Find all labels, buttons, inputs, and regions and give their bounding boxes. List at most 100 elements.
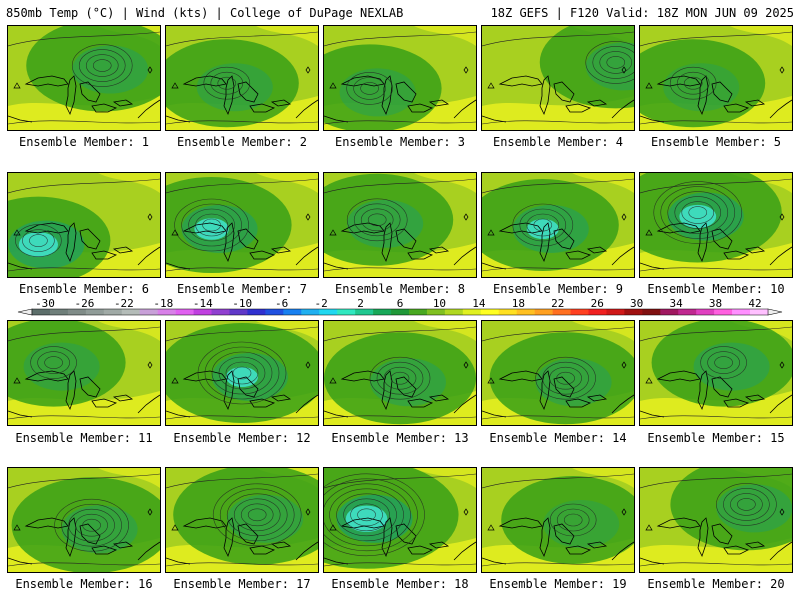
colorbar-swatch — [85, 309, 105, 315]
member-label: Ensemble Member: 6 — [18, 282, 150, 296]
colorbar-swatch — [642, 309, 661, 315]
temperature-field — [8, 173, 160, 277]
colorbar-swatch — [408, 309, 428, 315]
colorbar-tick-label: -10 — [232, 297, 252, 310]
temperature-field — [324, 468, 476, 572]
temperature-field — [166, 468, 318, 572]
member-label: Ensemble Member: 14 — [489, 431, 627, 445]
colorbar-tick-label: 10 — [433, 297, 446, 310]
member-map-3 — [323, 25, 477, 131]
colorbar-swatch — [139, 309, 158, 315]
colorbar-swatch — [49, 309, 69, 315]
colorbar-swatch — [714, 309, 733, 315]
colorbar-tick-label: 34 — [669, 297, 683, 310]
member-label: Ensemble Member: 12 — [173, 431, 311, 445]
colorbar-tick-label: -18 — [153, 297, 173, 310]
temperature-field — [324, 173, 476, 277]
colorbar-swatch — [462, 309, 482, 315]
temperature-colorbar: -30 -26 -22 -18 -14 -10 -6 -2 2 6 10 14 18 22 26 30 34 38… — [17, 297, 783, 316]
temperature-field — [8, 468, 160, 572]
member-map-13 — [323, 320, 477, 426]
member-label: Ensemble Member: 16 — [15, 577, 153, 591]
member-label: Ensemble Member: 20 — [647, 577, 785, 591]
member-map-17 — [165, 467, 319, 573]
temperature-field — [324, 26, 476, 130]
colorbar-swatch — [32, 309, 51, 315]
member-map-18 — [323, 467, 477, 573]
temperature-field — [166, 26, 318, 130]
member-label: Ensemble Member: 10 — [647, 282, 785, 296]
member-map-7 — [165, 172, 319, 278]
colorbar-swatch — [229, 309, 248, 315]
colorbar-tick-label: 42 — [748, 297, 761, 310]
colorbar-swatch — [678, 309, 697, 315]
colorbar-swatch — [301, 309, 320, 315]
colorbar-swatch — [283, 309, 302, 315]
colorbar-tick-label: 18 — [512, 297, 525, 310]
member-label: Ensemble Member: 2 — [176, 135, 308, 149]
member-label: Ensemble Member: 8 — [334, 282, 466, 296]
colorbar-tick-label: 2 — [357, 297, 364, 310]
colorbar-tick-label: -26 — [75, 297, 95, 310]
colorbar-tick-label: -22 — [114, 297, 134, 310]
colorbar-swatch — [193, 309, 212, 315]
member-map-15 — [639, 320, 793, 426]
colorbar-tick-label: 14 — [472, 297, 486, 310]
colorbar-swatch — [426, 309, 446, 315]
member-map-5 — [639, 25, 793, 131]
colorbar-swatch — [480, 309, 500, 315]
colorbar-tick-label: -14 — [193, 297, 213, 310]
colorbar-swatch — [624, 309, 643, 315]
member-label: Ensemble Member: 4 — [492, 135, 624, 149]
member-label: Ensemble Member: 11 — [15, 431, 153, 445]
member-map-8 — [323, 172, 477, 278]
temperature-field — [640, 468, 792, 572]
colorbar-swatch — [570, 309, 589, 315]
colorbar-tick-label: 6 — [397, 297, 404, 310]
colorbar-swatch — [319, 309, 338, 315]
colorbar-swatch — [121, 309, 141, 315]
member-map-12 — [165, 320, 319, 426]
colorbar-max-arrow — [767, 308, 783, 316]
temperature-field — [482, 468, 634, 572]
temperature-field — [324, 321, 476, 425]
member-map-20 — [639, 467, 793, 573]
member-label: Ensemble Member: 9 — [492, 282, 624, 296]
colorbar-swatch — [732, 309, 751, 315]
member-label: Ensemble Member: 13 — [331, 431, 469, 445]
colorbar-tick-label: -30 — [35, 297, 55, 310]
colorbar-swatch — [750, 309, 769, 315]
colorbar-tick-label: -2 — [314, 297, 327, 310]
colorbar-swatch — [157, 309, 176, 315]
temperature-field — [640, 321, 792, 425]
colorbar-swatch — [355, 309, 374, 315]
member-map-6 — [7, 172, 161, 278]
member-map-4 — [481, 25, 635, 131]
member-label: Ensemble Member: 15 — [647, 431, 785, 445]
colorbar-tick-label: 26 — [591, 297, 604, 310]
member-map-16 — [7, 467, 161, 573]
member-label: Ensemble Member: 7 — [176, 282, 308, 296]
member-label: Ensemble Member: 5 — [650, 135, 782, 149]
colorbar-swatch — [498, 309, 517, 315]
colorbar-min-arrow — [17, 308, 33, 316]
temperature-field — [8, 26, 160, 130]
temperature-field — [482, 173, 634, 277]
colorbar-swatch — [337, 309, 356, 315]
valid-time: 18Z GEFS | F120 Valid: 18Z MON JUN 09 20… — [490, 6, 794, 20]
colorbar-swatch — [552, 309, 571, 315]
colorbar-swatch — [247, 309, 266, 315]
colorbar-swatch — [660, 309, 679, 315]
member-label: Ensemble Member: 1 — [18, 135, 150, 149]
member-label: Ensemble Member: 17 — [173, 577, 311, 591]
member-map-9 — [481, 172, 635, 278]
colorbar-swatch — [373, 309, 392, 315]
colorbar-swatch — [516, 309, 535, 315]
colorbar-swatch — [606, 309, 625, 315]
colorbar-swatch — [534, 309, 553, 315]
temperature-field — [482, 26, 634, 130]
member-map-19 — [481, 467, 635, 573]
member-map-10 — [639, 172, 793, 278]
temperature-field — [166, 173, 318, 277]
colorbar-swatch — [696, 309, 715, 315]
